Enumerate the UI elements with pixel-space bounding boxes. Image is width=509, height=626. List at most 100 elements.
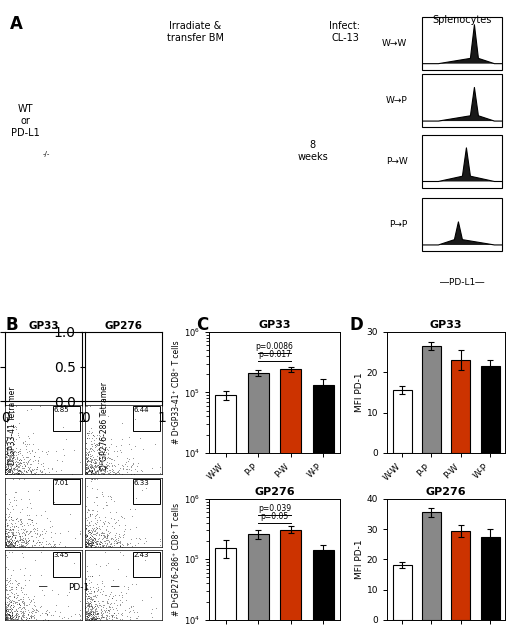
Point	[33, 605, 41, 615]
Point	[98, 534, 106, 544]
Point	[20, 530, 29, 540]
Point	[26, 393, 34, 403]
Point	[13, 451, 21, 461]
Point	[25, 613, 33, 623]
Point	[23, 502, 31, 512]
Point	[8, 382, 16, 392]
Point	[89, 391, 97, 401]
Point	[91, 467, 99, 477]
Point	[24, 433, 33, 443]
Point	[3, 337, 11, 347]
Point	[21, 541, 29, 552]
Point	[125, 454, 133, 464]
Point	[96, 396, 104, 406]
Point	[17, 388, 25, 398]
Point	[84, 536, 92, 546]
Point	[84, 381, 92, 391]
Point	[87, 395, 95, 405]
Point	[95, 392, 103, 402]
Point	[9, 393, 17, 403]
Point	[18, 541, 26, 552]
Point	[12, 459, 20, 470]
Point	[82, 607, 91, 617]
Point	[112, 333, 120, 343]
Point	[13, 392, 21, 402]
Point	[6, 541, 14, 552]
Point	[87, 615, 95, 625]
Point	[105, 389, 114, 399]
Point	[84, 613, 92, 623]
Point	[4, 410, 12, 420]
Point	[2, 459, 10, 470]
Point	[5, 525, 13, 535]
Point	[85, 464, 93, 475]
Point	[6, 612, 14, 622]
Point	[7, 506, 15, 516]
Point	[105, 541, 114, 552]
Point	[13, 464, 21, 475]
Point	[59, 382, 67, 393]
Point	[32, 368, 40, 378]
Point	[15, 535, 23, 545]
Point	[11, 395, 19, 405]
Point	[2, 385, 10, 395]
Point	[45, 539, 53, 549]
Point	[8, 394, 16, 404]
Point	[2, 462, 10, 472]
Point	[7, 348, 15, 358]
Point	[6, 610, 14, 620]
Point	[130, 414, 138, 424]
Point	[117, 469, 125, 479]
Point	[84, 598, 92, 608]
Point	[6, 575, 14, 585]
Point	[49, 396, 57, 406]
Point	[19, 606, 27, 616]
Point	[105, 396, 113, 406]
Point	[10, 389, 18, 399]
Point	[118, 610, 126, 620]
Point	[96, 445, 104, 455]
Point	[82, 378, 91, 388]
Point	[99, 364, 107, 374]
Point	[86, 538, 94, 548]
Point	[83, 526, 92, 536]
Point	[9, 537, 17, 547]
Point	[91, 605, 99, 615]
Point	[9, 396, 17, 406]
Point	[25, 454, 34, 464]
Point	[11, 598, 19, 608]
Point	[7, 539, 15, 549]
Point	[10, 589, 18, 599]
Point	[86, 603, 94, 613]
Point	[131, 504, 139, 514]
Point	[25, 390, 33, 400]
Point	[7, 600, 15, 610]
Point	[81, 382, 90, 392]
Point	[86, 571, 94, 581]
Point	[90, 541, 98, 552]
Point	[26, 462, 34, 472]
Point	[88, 464, 96, 475]
Point	[101, 607, 109, 617]
Point	[8, 610, 16, 620]
Point	[81, 460, 90, 470]
Point	[88, 540, 96, 550]
Point	[28, 469, 36, 479]
Point	[17, 458, 25, 468]
Point	[114, 533, 122, 543]
Point	[12, 386, 20, 396]
Point	[83, 538, 91, 548]
Point	[5, 494, 13, 504]
Point	[12, 434, 20, 444]
Point	[4, 457, 12, 467]
Point	[87, 540, 95, 550]
Point	[115, 391, 123, 401]
Point	[16, 540, 24, 550]
Point	[3, 416, 11, 426]
Point	[117, 448, 125, 458]
Point	[89, 607, 97, 617]
Point	[12, 361, 20, 371]
Point	[88, 613, 96, 623]
Point	[44, 384, 52, 394]
Point	[106, 356, 114, 366]
